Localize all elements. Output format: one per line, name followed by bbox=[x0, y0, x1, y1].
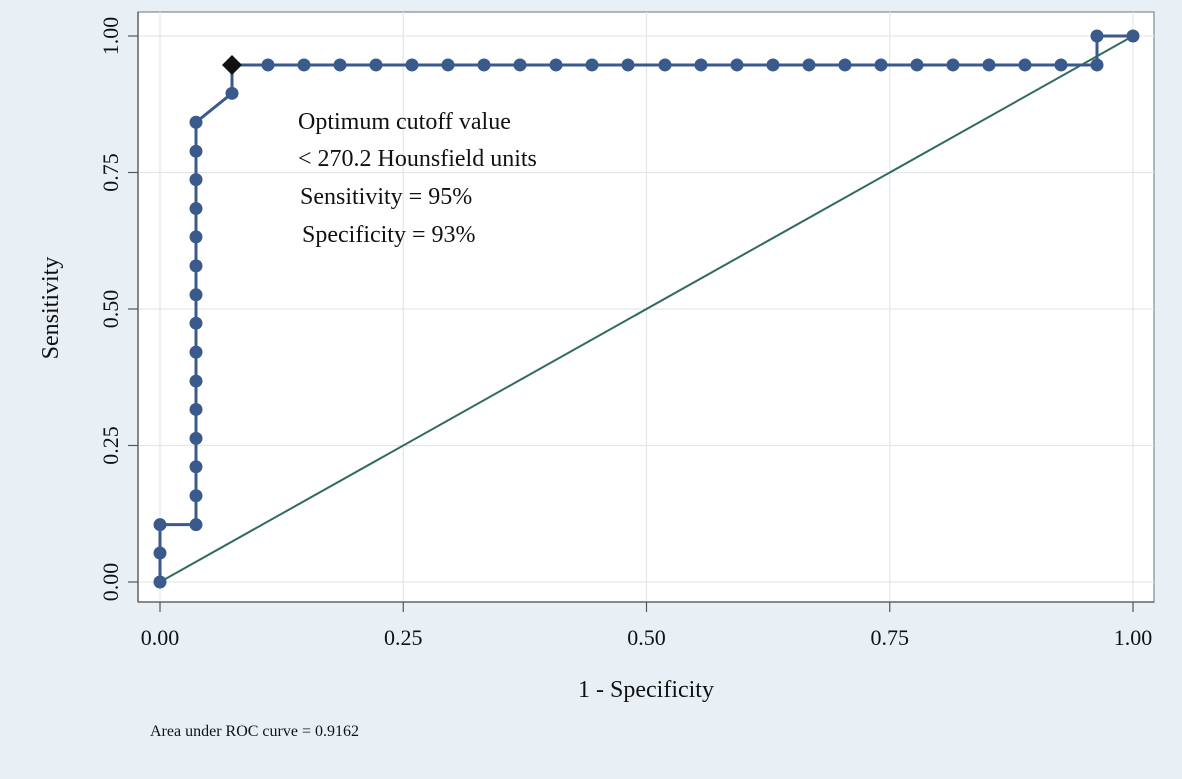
roc-point bbox=[189, 144, 203, 158]
y-tick-label: 0.25 bbox=[98, 426, 123, 465]
y-tick-label: 0.75 bbox=[98, 153, 123, 192]
roc-point bbox=[549, 58, 563, 72]
roc-point bbox=[802, 58, 816, 72]
x-tick-label: 0.25 bbox=[384, 625, 423, 650]
annotation-line-4: Specificity = 93% bbox=[302, 222, 476, 248]
roc-series bbox=[153, 29, 1140, 589]
annotation-line-1: Optimum cutoff value bbox=[298, 109, 511, 135]
roc-point bbox=[189, 431, 203, 445]
roc-point bbox=[730, 58, 744, 72]
roc-point bbox=[1018, 58, 1032, 72]
roc-point bbox=[189, 518, 203, 532]
roc-point bbox=[585, 58, 599, 72]
roc-point bbox=[441, 58, 455, 72]
y-axis-title: Sensitivity bbox=[38, 257, 64, 360]
x-tick-label: 0.50 bbox=[627, 625, 666, 650]
roc-point bbox=[910, 58, 924, 72]
roc-point bbox=[1090, 29, 1104, 43]
grid-lines bbox=[138, 12, 1154, 602]
roc-point bbox=[1054, 58, 1068, 72]
roc-point bbox=[189, 374, 203, 388]
roc-point bbox=[189, 259, 203, 273]
roc-point bbox=[1126, 29, 1140, 43]
roc-point bbox=[189, 115, 203, 129]
roc-point bbox=[225, 86, 239, 100]
x-tick-label: 0.00 bbox=[141, 625, 180, 650]
roc-point bbox=[982, 58, 996, 72]
y-tick-label: 0.50 bbox=[98, 290, 123, 329]
roc-point bbox=[261, 58, 275, 72]
x-axis-title: 1 - Specificity bbox=[578, 677, 714, 703]
optimum-point-marker bbox=[222, 54, 243, 75]
roc-point bbox=[189, 460, 203, 474]
roc-point bbox=[1090, 58, 1104, 72]
x-tick-label: 1.00 bbox=[1114, 625, 1153, 650]
roc-point bbox=[369, 58, 383, 72]
roc-point bbox=[333, 58, 347, 72]
roc-point bbox=[189, 202, 203, 216]
roc-point bbox=[838, 58, 852, 72]
roc-point bbox=[189, 173, 203, 187]
roc-curve-line bbox=[158, 34, 1133, 582]
roc-point bbox=[153, 518, 167, 532]
reference-line bbox=[159, 35, 1134, 583]
roc-point bbox=[766, 58, 780, 72]
roc-point bbox=[513, 58, 527, 72]
roc-point bbox=[946, 58, 960, 72]
tick-marks: 0.00 0.25 0.50 0.75 1.00 0.00 0.25 0.50 0.75 1.00 bbox=[98, 17, 1152, 650]
annotation-line-2: < 270.2 Hounsfield units bbox=[298, 146, 537, 172]
y-tick-label: 0.00 bbox=[98, 563, 123, 602]
roc-point bbox=[189, 230, 203, 244]
roc-point bbox=[189, 402, 203, 416]
roc-point bbox=[189, 345, 203, 359]
x-tick-label: 0.75 bbox=[871, 625, 910, 650]
y-tick-label: 1.00 bbox=[98, 17, 123, 56]
annotation-line-3: Sensitivity = 95% bbox=[300, 184, 472, 210]
roc-point bbox=[297, 58, 311, 72]
annotation-block: Optimum cutoff value < 270.2 Hounsfield … bbox=[298, 109, 537, 248]
auc-note: Area under ROC curve = 0.9162 bbox=[150, 723, 359, 740]
roc-point bbox=[874, 58, 888, 72]
roc-point bbox=[189, 489, 203, 503]
roc-point bbox=[658, 58, 672, 72]
roc-point bbox=[477, 58, 491, 72]
roc-point bbox=[189, 288, 203, 302]
roc-point bbox=[153, 546, 167, 560]
roc-point bbox=[153, 575, 167, 589]
roc-point bbox=[189, 316, 203, 330]
roc-point bbox=[621, 58, 635, 72]
roc-point bbox=[694, 58, 708, 72]
roc-point bbox=[405, 58, 419, 72]
